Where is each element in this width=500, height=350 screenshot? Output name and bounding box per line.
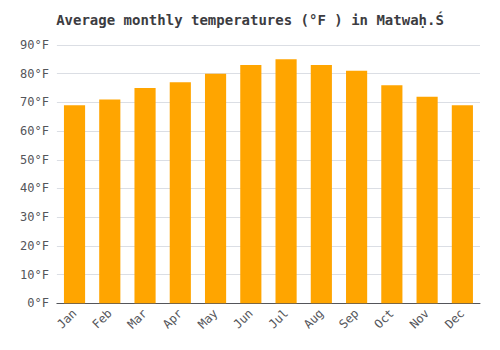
- svg-text:Aug: Aug: [301, 306, 326, 331]
- svg-text:May: May: [195, 306, 220, 331]
- svg-text:40°F: 40°F: [20, 181, 49, 195]
- svg-text:90°F: 90°F: [20, 38, 49, 52]
- svg-text:Mar: Mar: [125, 306, 150, 331]
- svg-text:10°F: 10°F: [20, 268, 49, 282]
- svg-text:0°F: 0°F: [27, 296, 49, 310]
- svg-text:Apr: Apr: [160, 306, 185, 331]
- svg-text:Jul: Jul: [266, 306, 291, 331]
- svg-text:50°F: 50°F: [20, 153, 49, 167]
- svg-text:Jan: Jan: [54, 306, 79, 331]
- svg-text:Feb: Feb: [90, 306, 115, 331]
- svg-text:Dec: Dec: [442, 306, 467, 331]
- svg-text:Nov: Nov: [407, 306, 432, 331]
- svg-text:70°F: 70°F: [20, 95, 49, 109]
- svg-text:Sep: Sep: [336, 306, 361, 331]
- svg-text:Oct: Oct: [372, 306, 397, 331]
- svg-text:Jun: Jun: [231, 306, 256, 331]
- svg-text:30°F: 30°F: [20, 210, 49, 224]
- svg-text:80°F: 80°F: [20, 67, 49, 81]
- svg-text:Average monthly temperatures (: Average monthly temperatures (°F ) in Ma…: [56, 11, 444, 28]
- svg-text:20°F: 20°F: [20, 239, 49, 253]
- svg-text:60°F: 60°F: [20, 124, 49, 138]
